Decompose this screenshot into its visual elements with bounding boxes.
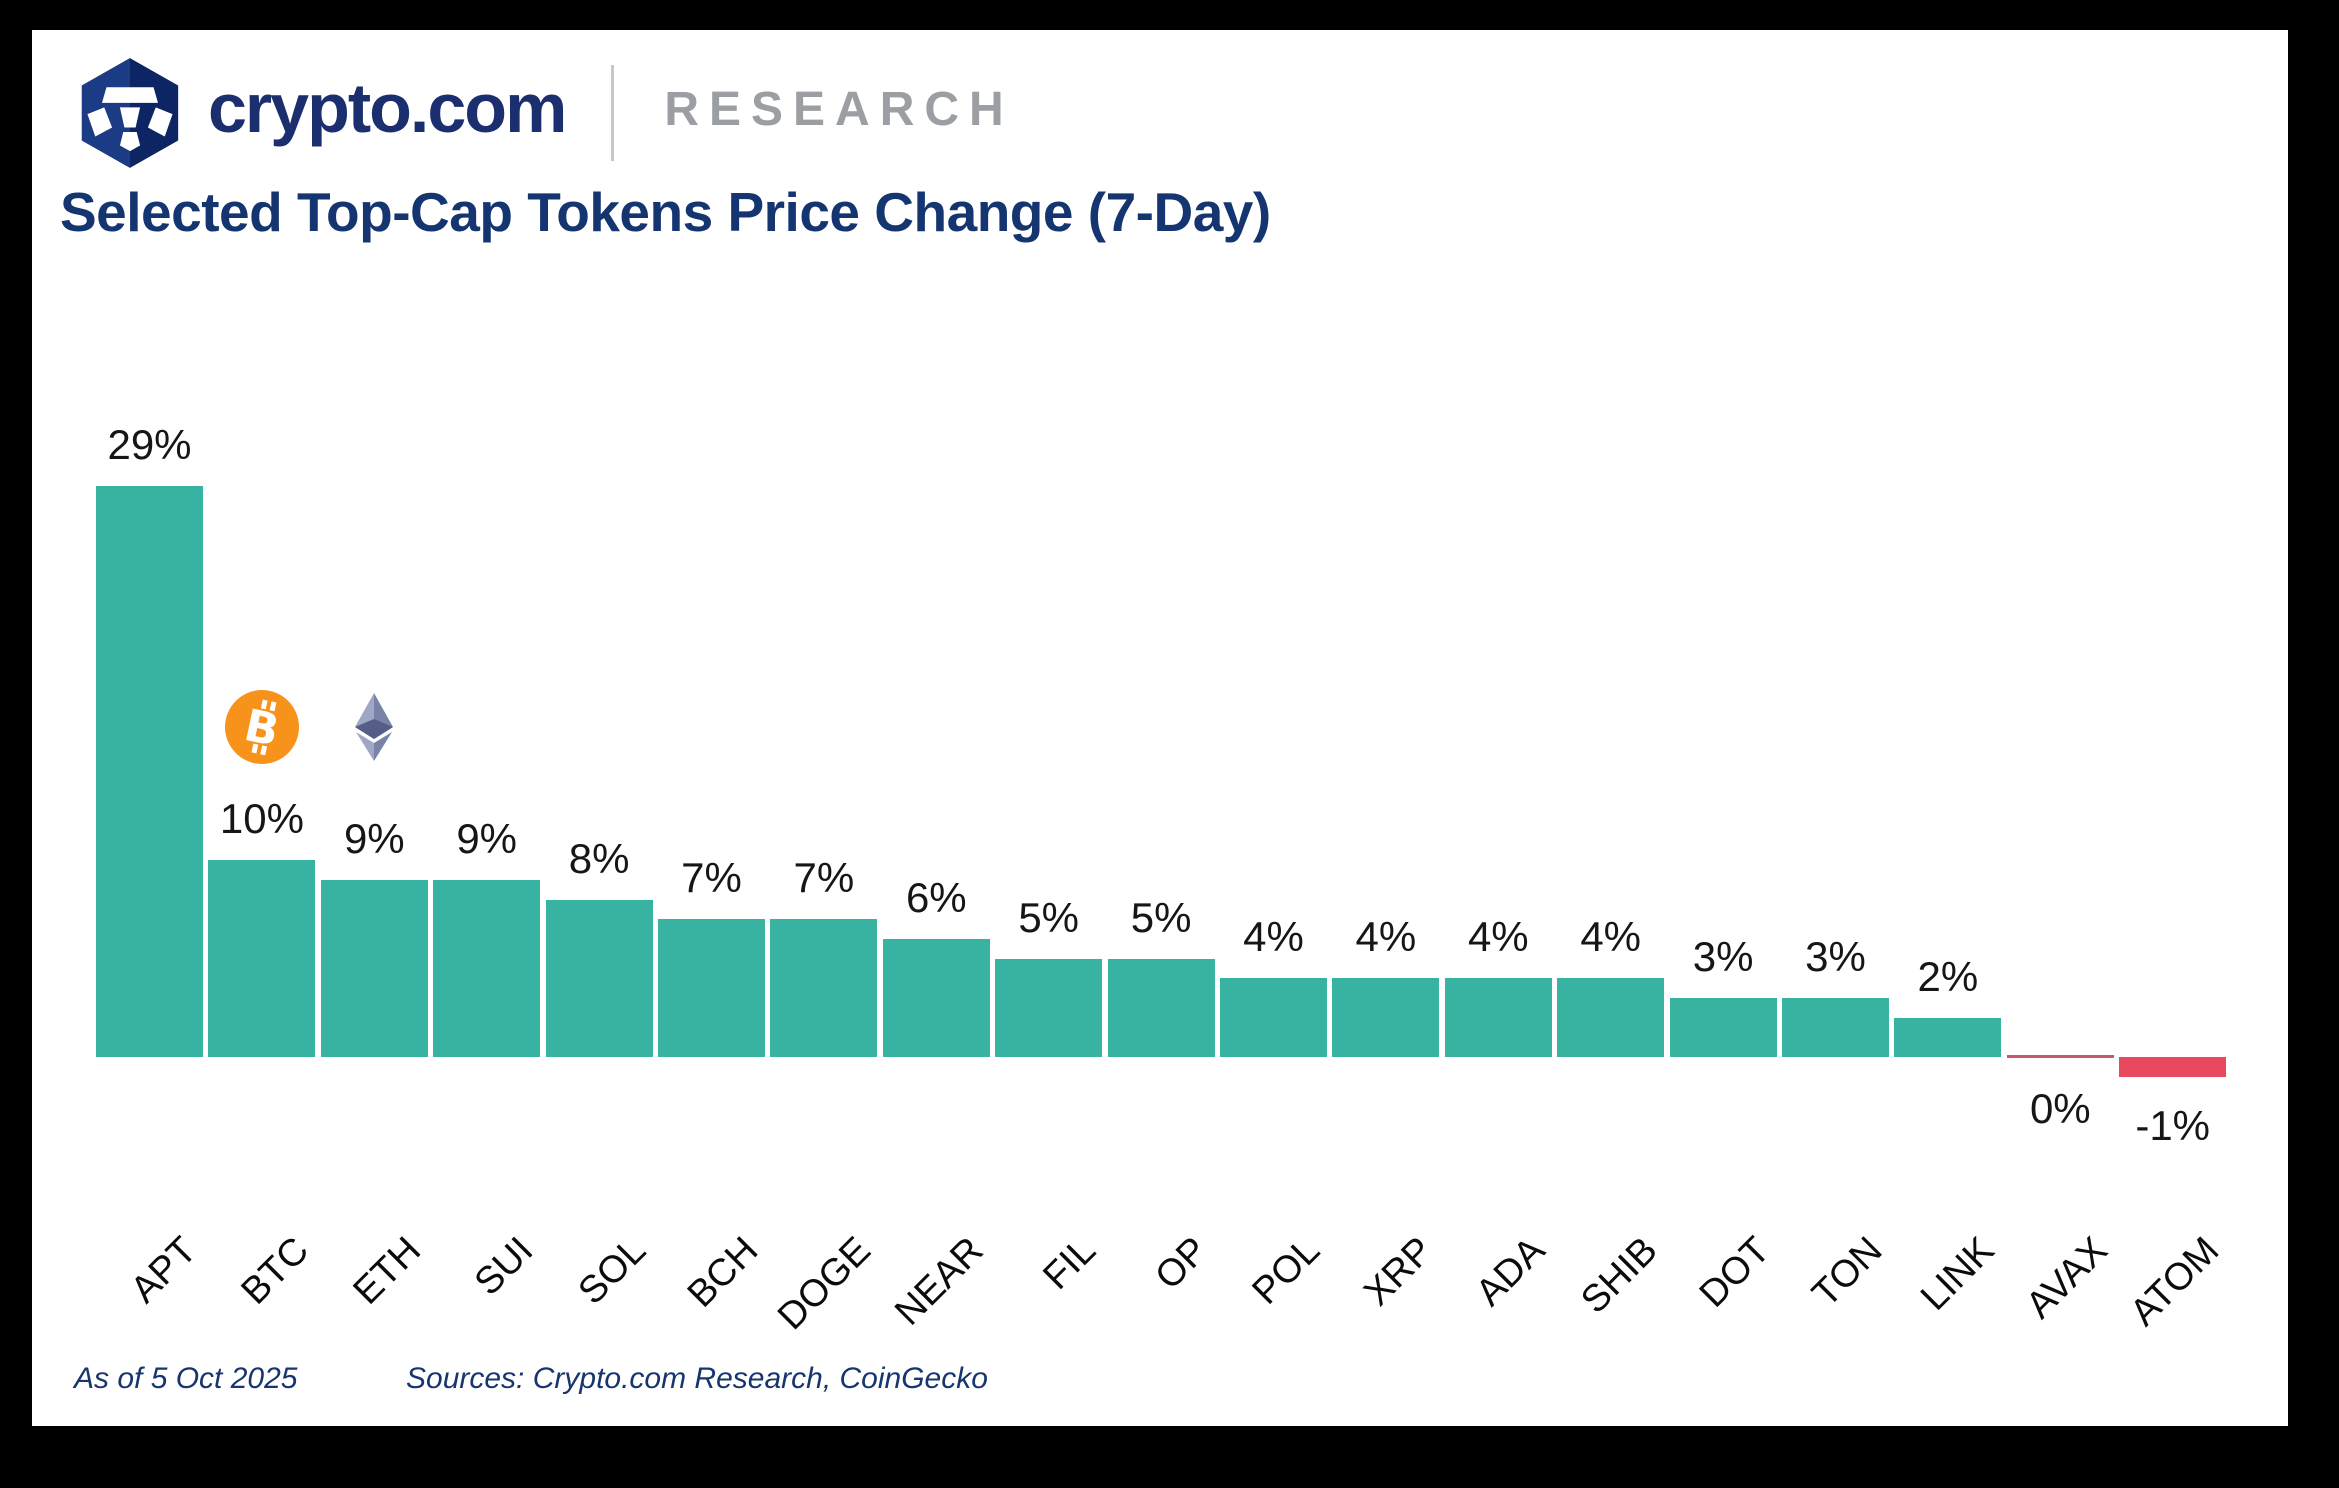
value-label-avax: 0%: [2029, 1085, 2091, 1132]
value-label-sol: 8%: [568, 834, 630, 882]
value-label-doge: 7%: [793, 854, 855, 902]
axis-label-avax: AVAX: [2017, 1229, 2116, 1327]
axis-label-near: NEAR: [886, 1229, 992, 1334]
bar-atom: [2119, 1057, 2227, 1077]
crypto-com-shield-icon: [81, 58, 179, 168]
bar-ada: [1444, 978, 1552, 1057]
brand-header: crypto.com RESEARCH: [74, 56, 1014, 170]
value-label-fil: 5%: [1018, 893, 1080, 941]
value-label-sui: 9%: [456, 814, 518, 862]
axis-label-atom: ATOM: [2122, 1229, 2228, 1335]
bar-link: [1894, 1017, 2002, 1057]
bar-sui: [433, 879, 541, 1057]
chart-title: Selected Top-Cap Tokens Price Change (7-…: [60, 181, 1271, 243]
bar-xrp: [1332, 978, 1440, 1057]
bar-dot: [1669, 997, 1777, 1057]
axis-label-pol: POL: [1245, 1229, 1329, 1313]
value-label-ada: 4%: [1467, 913, 1529, 961]
bar-bch: [658, 919, 765, 1057]
value-label-dot: 3%: [1692, 932, 1754, 980]
bar-sol: [545, 899, 653, 1057]
bar-near: [882, 938, 990, 1057]
axis-label-btc: BTC: [233, 1229, 317, 1313]
value-label-xrp: 4%: [1355, 913, 1417, 961]
bar-chart: 29% APT 10% BTC 9% ETH 9% SUI 8% SOL 7% BCH 7% DOGE 6%…: [32, 30, 2288, 1426]
axis-label-fil: FIL: [1035, 1229, 1104, 1298]
bar-eth: [320, 879, 428, 1057]
axis-label-bch: BCH: [680, 1229, 767, 1316]
bar-apt: [96, 486, 203, 1057]
bar-btc: [208, 860, 316, 1057]
sources-note: Sources: Crypto.com Research, CoinGecko: [406, 1362, 988, 1395]
value-label-apt: 29%: [107, 421, 192, 468]
bar-doge: [770, 919, 878, 1057]
research-label: RESEARCH: [664, 83, 1014, 136]
as-of-date: As of 5 Oct 2025: [74, 1362, 298, 1395]
axis-label-ton: TON: [1804, 1229, 1891, 1316]
value-label-ton: 3%: [1805, 932, 1866, 980]
bar-ton: [1782, 997, 1889, 1057]
brand-wordmark: crypto.com: [208, 69, 567, 147]
bitcoin-icon: B: [224, 690, 299, 769]
axis-label-eth: ETH: [345, 1229, 430, 1313]
axis-label-sui: SUI: [467, 1229, 542, 1304]
brand-divider: [611, 65, 615, 161]
value-label-shib: 4%: [1580, 913, 1642, 961]
axis-label-sol: SOL: [570, 1229, 655, 1313]
value-label-near: 6%: [905, 873, 967, 921]
axis-label-doge: DOGE: [770, 1229, 879, 1339]
axis-label-op: OP: [1147, 1229, 1217, 1298]
bar-op: [1107, 958, 1215, 1057]
value-label-link: 2%: [1917, 952, 1979, 1000]
bar-pol: [1220, 978, 1327, 1057]
ethereum-icon: [351, 692, 397, 767]
value-label-pol: 4%: [1243, 913, 1304, 961]
axis-label-shib: SHIB: [1573, 1229, 1666, 1322]
axis-label-ada: ADA: [1468, 1229, 1554, 1315]
bar-avax: [2006, 1055, 2114, 1058]
value-label-eth: 9%: [343, 814, 405, 862]
value-label-op: 5%: [1130, 893, 1192, 941]
axis-label-apt: APT: [122, 1229, 205, 1312]
bar-fil: [995, 958, 1103, 1057]
bar-shib: [1557, 978, 1665, 1057]
value-label-btc: 10%: [219, 795, 304, 843]
value-label-atom: -1%: [2135, 1101, 2211, 1149]
report-card: crypto.com RESEARCH Selected Top-Cap Tok…: [32, 30, 2288, 1426]
axis-label-xrp: XRP: [1355, 1229, 1441, 1315]
axis-label-link: LINK: [1913, 1229, 2003, 1319]
axis-label-dot: DOT: [1691, 1229, 1779, 1316]
value-label-bch: 7%: [681, 854, 742, 902]
